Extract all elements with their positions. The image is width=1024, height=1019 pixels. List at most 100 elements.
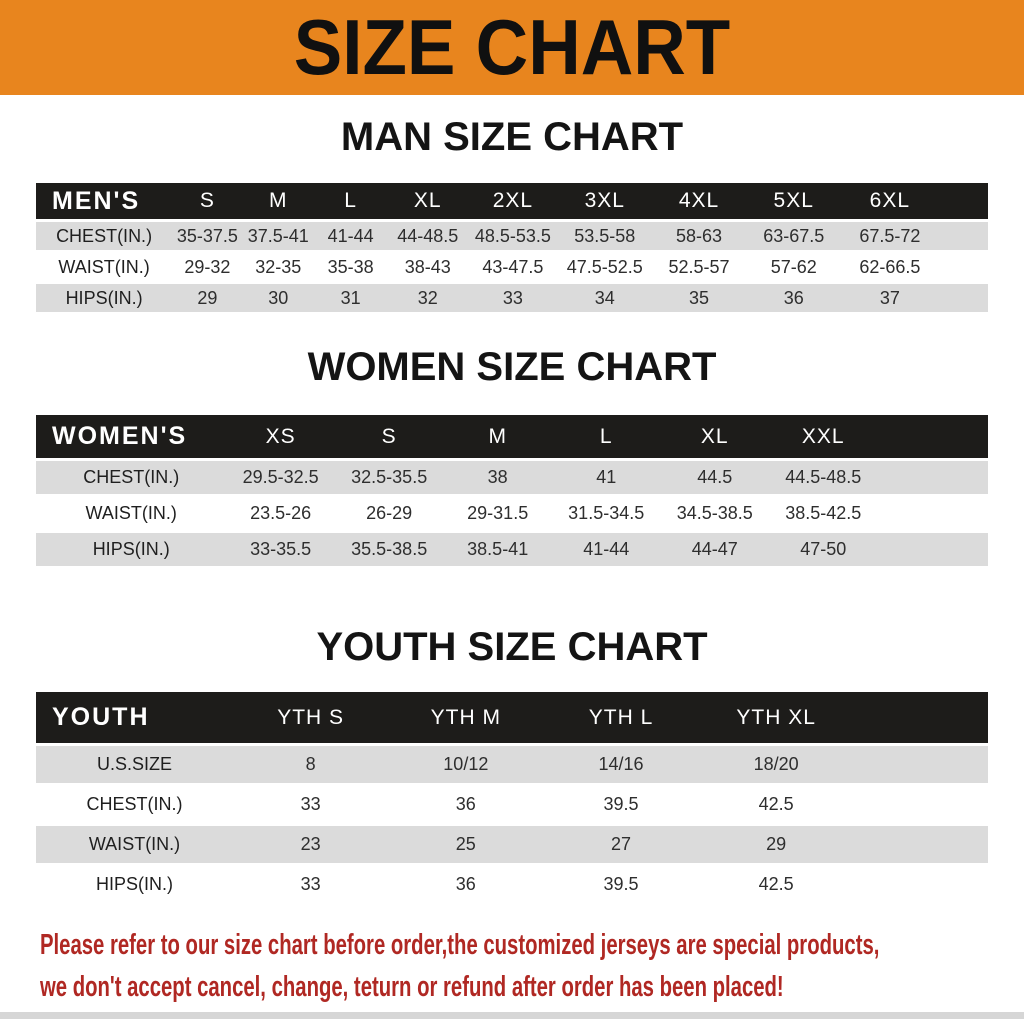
measurement-value: 37.5-41 [242, 222, 314, 253]
measurement-value: 31.5-34.5 [551, 497, 661, 533]
size-column-header: 4XL [651, 183, 747, 222]
row-spacer [853, 746, 988, 786]
measurement-value: 36 [388, 786, 544, 826]
disclaimer: Please refer to our size chart before or… [36, 924, 988, 1008]
measurement-value: 34.5-38.5 [660, 497, 769, 533]
measurement-value: 34 [557, 284, 652, 315]
table-header-row: WOMEN'S XS S M L XL XXL [36, 415, 988, 461]
row-spacer [938, 284, 988, 315]
size-column-header: 6XL [841, 183, 939, 222]
measurement-value: 44-48.5 [387, 222, 469, 253]
row-label: HIPS(IN.) [36, 866, 234, 906]
mens-section-heading: MAN SIZE CHART [340, 115, 684, 159]
table-header-row: MEN'S S M L XL 2XL 3XL 4XL 5XL 6XL [36, 183, 988, 222]
size-column-header: 5XL [746, 183, 842, 222]
row-label: CHEST(IN.) [36, 461, 227, 497]
table-group-label: YOUTH [36, 692, 234, 746]
youth-section-heading: YOUTH SIZE CHART [316, 625, 708, 669]
measurement-value: 31 [313, 284, 388, 315]
row-label: HIPS(IN.) [36, 284, 173, 315]
row-spacer [853, 786, 988, 826]
measurement-value: 29.5-32.5 [226, 461, 335, 497]
measurement-row: HIPS(IN.) 33-35.5 35.5-38.5 38.5-41 41-44 44-… [36, 533, 988, 569]
row-spacer [877, 533, 988, 569]
size-column-header: XL [387, 183, 469, 222]
measurement-value: 29 [172, 284, 243, 315]
size-column-header: YTH S [233, 692, 389, 746]
measurement-value: 27 [543, 826, 699, 866]
size-column-header: YTH M [388, 692, 544, 746]
measurement-value: 44.5 [660, 461, 769, 497]
measurement-value: 36 [746, 284, 842, 315]
womens-section: WOMEN SIZE CHART WOMEN'S XS S M L XL XXL CHEST(… [36, 347, 988, 569]
measurement-value: 18/20 [698, 746, 854, 786]
measurement-value: 26-29 [334, 497, 444, 533]
measurement-value: 42.5 [698, 786, 854, 826]
measurement-value: 43-47.5 [468, 253, 558, 284]
header-spacer [853, 692, 988, 746]
row-spacer [938, 253, 988, 284]
measurement-value: 41-44 [551, 533, 661, 569]
measurement-value: 23.5-26 [226, 497, 335, 533]
row-label: CHEST(IN.) [36, 786, 234, 826]
measurement-value: 32.5-35.5 [334, 461, 444, 497]
size-column-header: XS [226, 415, 335, 461]
mens-section: MAN SIZE CHART MEN'S S M L XL 2XL 3XL 4XL 5XL 6XL… [36, 117, 988, 315]
row-label: HIPS(IN.) [36, 533, 227, 569]
header-spacer [877, 415, 988, 461]
measurement-value: 32 [387, 284, 469, 315]
measurement-row: WAIST(IN.) 23.5-26 26-29 29-31.5 31.5-34.5 34… [36, 497, 988, 533]
measurement-value: 29-32 [172, 253, 243, 284]
youth-table-container: YOUTH YTH S YTH M YTH L YTH XL U.S.SIZE 8 10/12… [36, 692, 988, 906]
measurement-row: HIPS(IN.) 29 30 31 32 33 34 35 36 37 [36, 284, 988, 315]
measurement-value: 63-67.5 [746, 222, 842, 253]
content-area: MAN SIZE CHART MEN'S S M L XL 2XL 3XL 4XL 5XL 6XL… [0, 117, 1024, 1008]
size-table: YOUTH YTH S YTH M YTH L YTH XL U.S.SIZE 8 10/12… [36, 692, 988, 906]
measurement-value: 29 [698, 826, 854, 866]
size-column-header: XXL [768, 415, 878, 461]
womens-table-container: WOMEN'S XS S M L XL XXL CHEST(IN.) 29.5-32.5 32.5… [36, 415, 988, 569]
row-label: WAIST(IN.) [36, 253, 173, 284]
measurement-value: 47.5-52.5 [557, 253, 652, 284]
measurement-value: 38-43 [387, 253, 469, 284]
measurement-value: 47-50 [768, 533, 878, 569]
measurement-value: 33-35.5 [226, 533, 335, 569]
measurement-value: 32-35 [242, 253, 314, 284]
measurement-row: CHEST(IN.) 35-37.5 37.5-41 41-44 44-48.5 48.5… [36, 222, 988, 253]
row-label: WAIST(IN.) [36, 497, 227, 533]
disclaimer-line-2: we don't accept cancel, change, teturn o… [40, 971, 784, 1003]
size-column-header: S [334, 415, 444, 461]
measurement-value: 35-38 [313, 253, 388, 284]
measurement-row: CHEST(IN.) 33 36 39.5 42.5 [36, 786, 988, 826]
measurement-value: 37 [841, 284, 939, 315]
measurement-row: HIPS(IN.) 33 36 39.5 42.5 [36, 866, 988, 906]
measurement-value: 42.5 [698, 866, 854, 906]
measurement-value: 41-44 [313, 222, 388, 253]
row-spacer [877, 497, 988, 533]
measurement-row: CHEST(IN.) 29.5-32.5 32.5-35.5 38 41 44.5 44.5… [36, 461, 988, 497]
row-spacer [877, 461, 988, 497]
measurement-value: 25 [388, 826, 544, 866]
size-chart-banner: SIZE CHART [0, 0, 1024, 95]
measurement-value: 35.5-38.5 [334, 533, 444, 569]
bottom-edge-strip [0, 1012, 1024, 1019]
measurement-value: 33 [233, 786, 389, 826]
measurement-value: 10/12 [388, 746, 544, 786]
row-spacer [853, 866, 988, 906]
measurement-value: 38.5-42.5 [768, 497, 878, 533]
row-label: CHEST(IN.) [36, 222, 173, 253]
size-column-header: L [551, 415, 661, 461]
measurement-value: 39.5 [543, 786, 699, 826]
measurement-value: 29-31.5 [443, 497, 552, 533]
measurement-value: 23 [233, 826, 389, 866]
measurement-row: U.S.SIZE 8 10/12 14/16 18/20 [36, 746, 988, 786]
size-column-header: L [313, 183, 388, 222]
measurement-value: 53.5-58 [557, 222, 652, 253]
measurement-value: 35 [651, 284, 747, 315]
measurement-value: 62-66.5 [841, 253, 939, 284]
size-column-header: YTH L [543, 692, 699, 746]
row-label: U.S.SIZE [36, 746, 234, 786]
row-spacer [938, 222, 988, 253]
youth-section: YOUTH SIZE CHART YOUTH YTH S YTH M YTH L YTH… [36, 627, 988, 906]
